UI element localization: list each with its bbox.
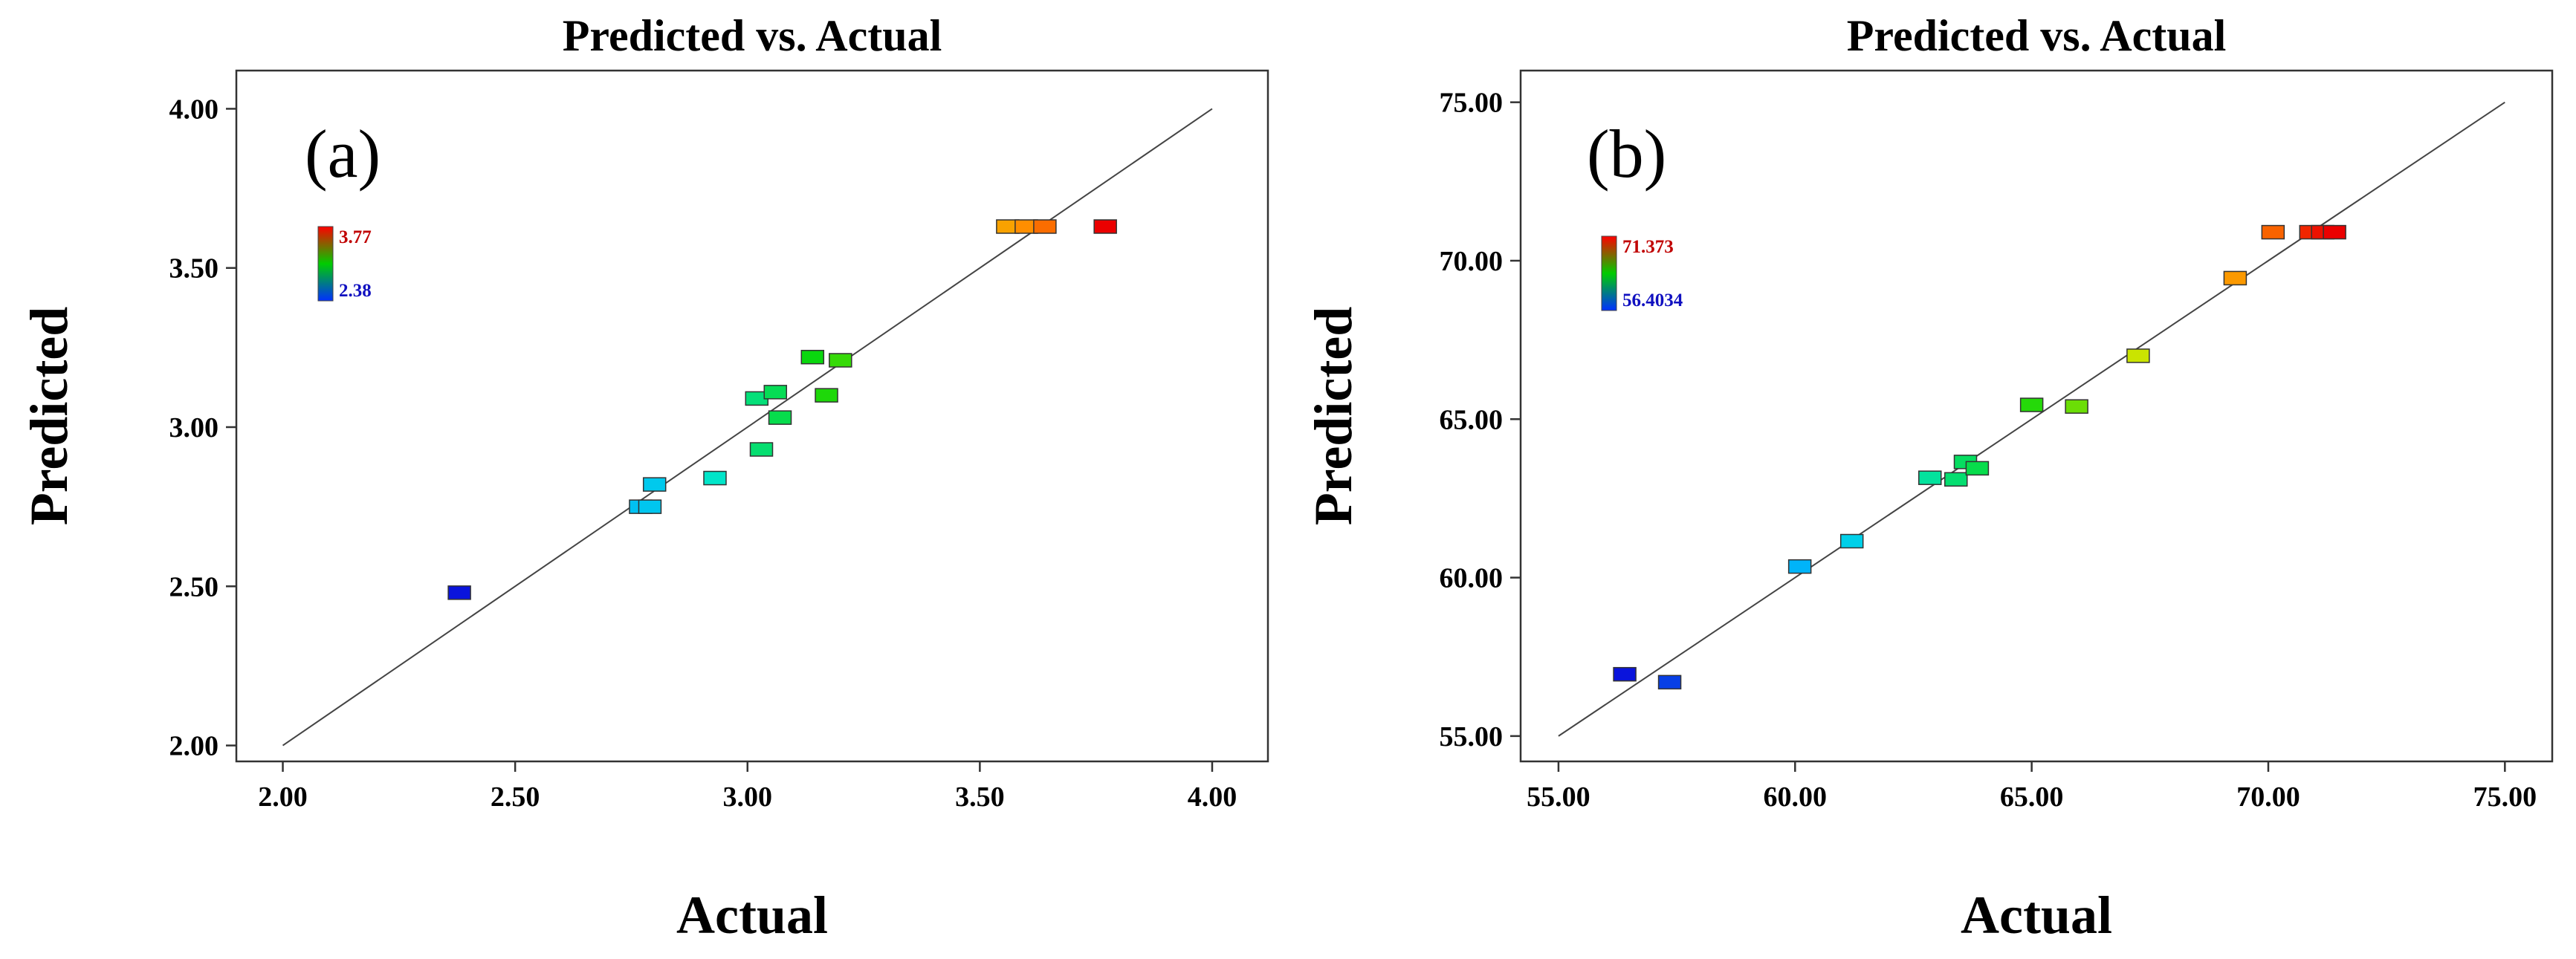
x-tick-label-b-4: 75.00 (2473, 781, 2537, 813)
x-tick-label-b-2: 65.00 (2000, 781, 2064, 813)
data-point-b-12 (2261, 224, 2285, 240)
data-point-a-9 (800, 349, 825, 365)
x-axis-label-b: Actual (1961, 885, 2112, 945)
diagonal-a (282, 108, 1213, 747)
data-point-b-1 (1657, 674, 1682, 690)
data-point-a-4 (703, 470, 727, 486)
x-axis-label-a: Actual (676, 885, 828, 945)
data-point-b-4 (1918, 470, 1942, 485)
data-point-a-7 (768, 410, 792, 425)
x-tick-label-a-3: 3.50 (955, 781, 1005, 813)
color-legend-a: 3.77 2.38 (317, 226, 372, 302)
axis-ticks-b: 55.00 60.00 65.00 70.00 75.00 55.00 60.00 65.00… (1440, 88, 2537, 813)
data-points-a (447, 219, 1117, 600)
data-points-b (1613, 224, 2346, 690)
panel-label-a: (a) (305, 116, 381, 192)
y-tick-label-b-0: 55.00 (1440, 721, 1504, 752)
data-point-b-2 (1787, 559, 1812, 574)
x-tick-label-a-1: 2.50 (491, 781, 540, 813)
data-point-a-3 (642, 477, 667, 492)
plot-frame-b (1519, 69, 2554, 763)
chart-title-b: Predicted vs. Actual (1847, 11, 2227, 60)
panel-label-b: (b) (1587, 116, 1666, 192)
y-tick-label-b-4: 75.00 (1440, 88, 1504, 119)
data-point-b-11 (2223, 270, 2247, 286)
x-tick-label-a-4: 4.00 (1188, 781, 1237, 813)
data-point-b-5 (1944, 472, 1968, 487)
y-tick-label-b-1: 60.00 (1440, 563, 1504, 594)
y-tick-label-a-3: 3.50 (169, 253, 219, 285)
data-point-b-3 (1839, 533, 1864, 549)
data-point-a-5 (749, 442, 774, 457)
chart-title-a: Predicted vs. Actual (563, 11, 942, 60)
diagonal-line-a (282, 108, 1213, 747)
data-point-b-15 (2323, 224, 2346, 240)
color-legend-min-label-a: 2.38 (339, 281, 372, 301)
color-legend-bar-a (317, 226, 334, 302)
x-tick-label-b-0: 55.00 (1527, 781, 1590, 813)
y-axis-label-a: Predicted (19, 307, 79, 526)
x-tick-label-b-3: 70.00 (2236, 781, 2300, 813)
y-tick-label-a-2: 3.00 (169, 412, 219, 443)
color-legend-max-label-a: 3.77 (339, 227, 372, 247)
data-point-a-11 (829, 353, 852, 368)
data-point-b-10 (2126, 348, 2150, 363)
y-tick-label-b-2: 65.00 (1440, 404, 1504, 435)
y-tick-label-a-1: 2.50 (169, 571, 219, 602)
x-tick-label-a-0: 2.00 (258, 781, 308, 813)
plot-frame-a (235, 69, 1269, 763)
diagonal-line-b (1558, 101, 2505, 737)
color-legend-bar-b (1601, 235, 1617, 311)
data-point-b-7 (1965, 461, 1990, 476)
color-legend-b: 71.373 56.4034 (1601, 235, 1683, 311)
data-point-b-8 (2019, 397, 2044, 412)
axis-ticks-a: 2.00 2.50 3.00 3.50 4.00 2.00 2.50 3.00 3.50 4.00 (169, 94, 1237, 813)
data-point-b-9 (2065, 399, 2088, 414)
data-point-a-14 (1033, 219, 1057, 234)
color-legend-min-label-b: 56.4034 (1622, 290, 1683, 311)
x-tick-label-b-1: 60.00 (1764, 781, 1828, 813)
data-point-a-0 (447, 585, 471, 600)
y-tick-label-b-3: 70.00 (1440, 246, 1504, 277)
data-point-b-0 (1613, 666, 1637, 682)
data-point-a-15 (1093, 219, 1117, 234)
data-point-a-10 (815, 388, 838, 403)
chart-panel-a: Predicted vs. Actual (a) Actual Predicte… (19, 11, 1269, 945)
data-point-a-2 (638, 499, 662, 514)
data-point-a-8 (763, 385, 788, 400)
diagonal-b (1558, 101, 2505, 737)
y-tick-label-a-0: 2.00 (169, 731, 219, 762)
chart-panel-b: Predicted vs. Actual (b) Actual Predicte… (1304, 11, 2554, 945)
y-axis-label-b: Predicted (1304, 307, 1363, 526)
x-tick-label-a-2: 3.00 (722, 781, 772, 813)
color-legend-max-label-b: 71.373 (1622, 237, 1674, 257)
y-tick-label-a-4: 4.00 (169, 94, 219, 125)
